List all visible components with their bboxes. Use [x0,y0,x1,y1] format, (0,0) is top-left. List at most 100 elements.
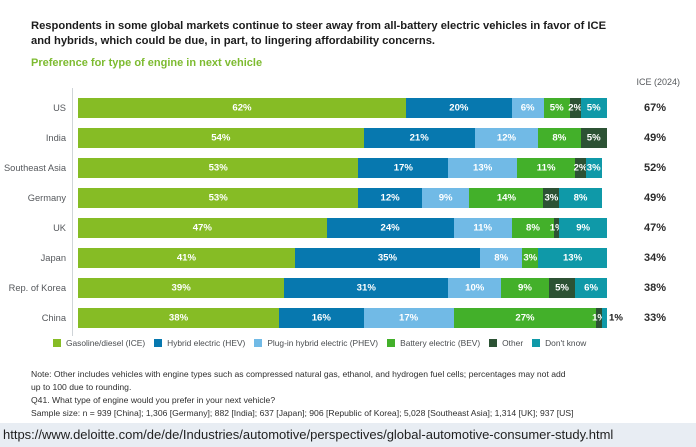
bar-segment: 39% [78,278,285,298]
chart-row: Rep. of Korea 39% 31% 10% 9% 5% 6% 38% [0,273,696,303]
bar-segment: 6% [575,278,607,298]
bar-segment: 9% [559,218,607,238]
bar-segment: 11% [517,158,576,178]
bar-segment: 2% [568,98,583,118]
bar-track: 53% 17% 13% 11% 2% 3% [78,158,607,178]
y-axis-line [72,88,73,336]
legend-item: Battery electric (BEV) [387,338,480,348]
bar-track: 47% 24% 11% 8% 1% 9% [78,218,607,238]
bar-segment: 12% [358,188,422,208]
segment-value-label: 54% [211,132,231,144]
bar-track: 39% 31% 10% 9% 5% 6% [78,278,607,298]
legend-label: Gasoline/diesel (ICE) [66,338,146,348]
segment-value-label: 3% [544,192,559,204]
stacked-bar: 39% 31% 10% 9% 5% 6% [78,278,607,298]
stacked-bar: 53% 12% 9% 14% 3% 8% [78,188,607,208]
segment-value-label: 17% [398,312,419,324]
legend-label: Plug-in hybrid electric (PHEV) [267,338,379,348]
segment-value-label: 1% [592,312,606,324]
bar-track: 62% 20% 6% 5% 2% 5% [78,98,607,118]
segment-value-label: 3% [523,252,538,264]
segment-value-label: 5% [586,102,601,114]
bar-segment: 9% [421,188,470,208]
bar-segment: 8% [559,188,602,208]
ice-2024-value: 49% [643,132,667,144]
row-label: China [41,313,66,323]
bar-segment: 5% [543,98,570,118]
chart-legend: Gasoline/diesel (ICE) Hybrid electric (HE… [53,338,586,348]
bar-segment: 11% [453,218,512,238]
browser-address-bar[interactable]: https://www.deloitte.com/de/de/Industrie… [0,423,696,447]
legend-swatch [532,339,541,347]
chart-rows: US 62% 20% 6% 5% 2% 5% 67% India 54% 21% 12% 8% 5% 49%… [0,93,696,333]
legend-label: Hybrid electric (HEV) [167,338,246,348]
segment-value-label: 12% [380,192,400,204]
segment-value-label: 41% [176,252,197,264]
segment-value-label: 31% [356,282,376,294]
ice-2024-value: 47% [643,222,667,234]
row-label: Japan [40,253,66,263]
segment-value-label: 3% [586,162,601,174]
stacked-bar: 53% 17% 13% 11% 2% 3% [78,158,607,178]
bar-segment: 17% [358,158,449,178]
ice-2024-value: 49% [643,192,667,204]
segment-value-label: 24% [380,222,400,234]
bar-segment: 2% [573,158,588,178]
bar-track: 38% 16% 17% 27% 1% 1% [78,308,623,328]
legend-swatch [387,339,396,347]
segment-value-label: 6% [520,102,535,114]
bar-segment: 31% [284,278,449,298]
legend-swatch [53,339,61,347]
segment-value-label: 1% [609,312,623,324]
legend-item: Other [489,338,523,348]
bar-segment: 13% [448,158,518,178]
segment-value-label: 62% [232,102,252,114]
segment-value-label: 38% [168,312,189,324]
bar-segment: 6% [511,98,544,118]
bar-segment: 24% [326,218,454,238]
row-label: Southeast Asia [3,163,66,173]
segment-value-label: 53% [208,192,228,204]
bar-segment: 17% [363,308,454,328]
segment-value-label: 8% [494,252,509,264]
segment-value-label: 17% [393,162,413,174]
bar-segment: 62% [78,98,406,118]
note-line: up to 100 due to rounding. [31,382,132,392]
footnotes: Note: Other includes vehicles with engin… [31,368,573,420]
bar-segment: 3% [522,248,539,268]
segment-value-label: 14% [496,192,517,204]
chart-row: Germany 53% 12% 9% 14% 3% 8% 49% [0,183,696,213]
bar-segment: 13% [538,248,607,268]
stacked-bar: 41% 35% 8% 3% 13% [78,248,607,268]
row-label: Rep. of Korea [8,283,66,293]
legend-label: Other [502,338,524,348]
segment-value-label: 11% [473,222,493,234]
segment-value-label: 2% [568,102,583,114]
bar-segment: 8% [511,218,555,238]
legend-swatch [489,339,498,347]
row-label: India [45,133,66,143]
chart-row: Japan 41% 35% 8% 3% 13% 34% [0,243,696,273]
chart-row: India 54% 21% 12% 8% 5% 49% [0,123,696,153]
segment-value-label: 20% [449,102,469,114]
ice-2024-value: 34% [643,252,667,264]
segment-value-label: 27% [515,312,535,324]
segment-value-label: 13% [473,162,493,174]
ice-2024-column-header: ICE (2024) [636,77,680,87]
segment-value-label: 53% [208,162,228,174]
chart-title: Respondents in some global markets conti… [31,20,607,47]
stacked-bar: 54% 21% 12% 8% 5% [78,128,607,148]
chart-subtitle: Preference for type of engine in next ve… [31,57,263,69]
segment-value-label: 1% [549,222,564,234]
legend-label: Don't know [545,338,587,348]
note-line: Q41. What type of engine would you prefe… [31,395,276,405]
legend-swatch [254,339,263,347]
bar-segment: 38% [78,308,280,328]
segment-value-label: 2% [573,162,588,174]
chart-row: US 62% 20% 6% 5% 2% 5% 67% [0,93,696,123]
segment-value-label: 16% [311,312,331,324]
bar-segment: 41% [78,248,295,268]
legend-item: Hybrid electric (HEV) [154,338,245,348]
bar-track: 54% 21% 12% 8% 5% [78,128,607,148]
segment-value-label: 12% [496,132,517,144]
